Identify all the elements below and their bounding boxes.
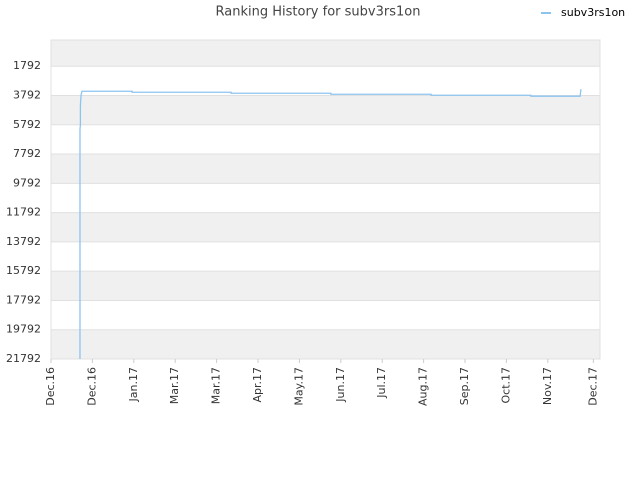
y-tick-label: 3792 — [13, 89, 41, 102]
band — [51, 329, 600, 359]
y-tick-label: 7792 — [13, 147, 41, 160]
band — [51, 183, 600, 213]
x-tick-label: Apr.17 — [251, 367, 264, 403]
x-tick-label: Mar.17 — [210, 367, 223, 404]
x-tick-label: Jan.17 — [127, 367, 140, 402]
x-tick-label: Mar.17 — [168, 367, 181, 404]
x-tick-label: Dec.17 — [586, 367, 599, 406]
band — [51, 300, 600, 330]
y-tick-label: 5792 — [13, 118, 41, 131]
chart-title: Ranking History for subv3rs1on — [216, 5, 421, 20]
band — [51, 95, 600, 125]
legend-label: subv3rs1on — [561, 6, 625, 19]
y-tick-label: 15792 — [6, 264, 41, 277]
y-tick-label: 21792 — [6, 352, 41, 365]
y-tick-label: 9792 — [13, 176, 41, 189]
band — [51, 40, 600, 67]
band — [51, 212, 600, 242]
y-tick-label: 19792 — [6, 323, 41, 336]
y-tick-label: 1792 — [13, 59, 41, 72]
y-tick-label: 11792 — [6, 206, 41, 219]
x-tick-label: Aug.17 — [417, 367, 430, 406]
y-tick-label: 13792 — [6, 235, 41, 248]
band — [51, 241, 600, 272]
y-tick-label: 17792 — [6, 293, 41, 306]
x-tick-label: Sep.17 — [458, 367, 471, 405]
x-tick-label: Oct.17 — [499, 367, 512, 404]
band — [51, 124, 600, 155]
x-tick-label: Nov.17 — [541, 367, 554, 405]
band — [51, 66, 600, 96]
band — [51, 271, 600, 301]
x-tick-label: Dec.16 — [85, 367, 98, 406]
x-tick-label: Dec.16 — [44, 367, 57, 406]
x-tick-label: May.17 — [292, 367, 305, 406]
series-line — [79, 89, 582, 359]
x-tick-label: Jun.17 — [334, 367, 347, 403]
x-tick-label: Jul.17 — [375, 367, 388, 399]
band — [51, 154, 600, 184]
